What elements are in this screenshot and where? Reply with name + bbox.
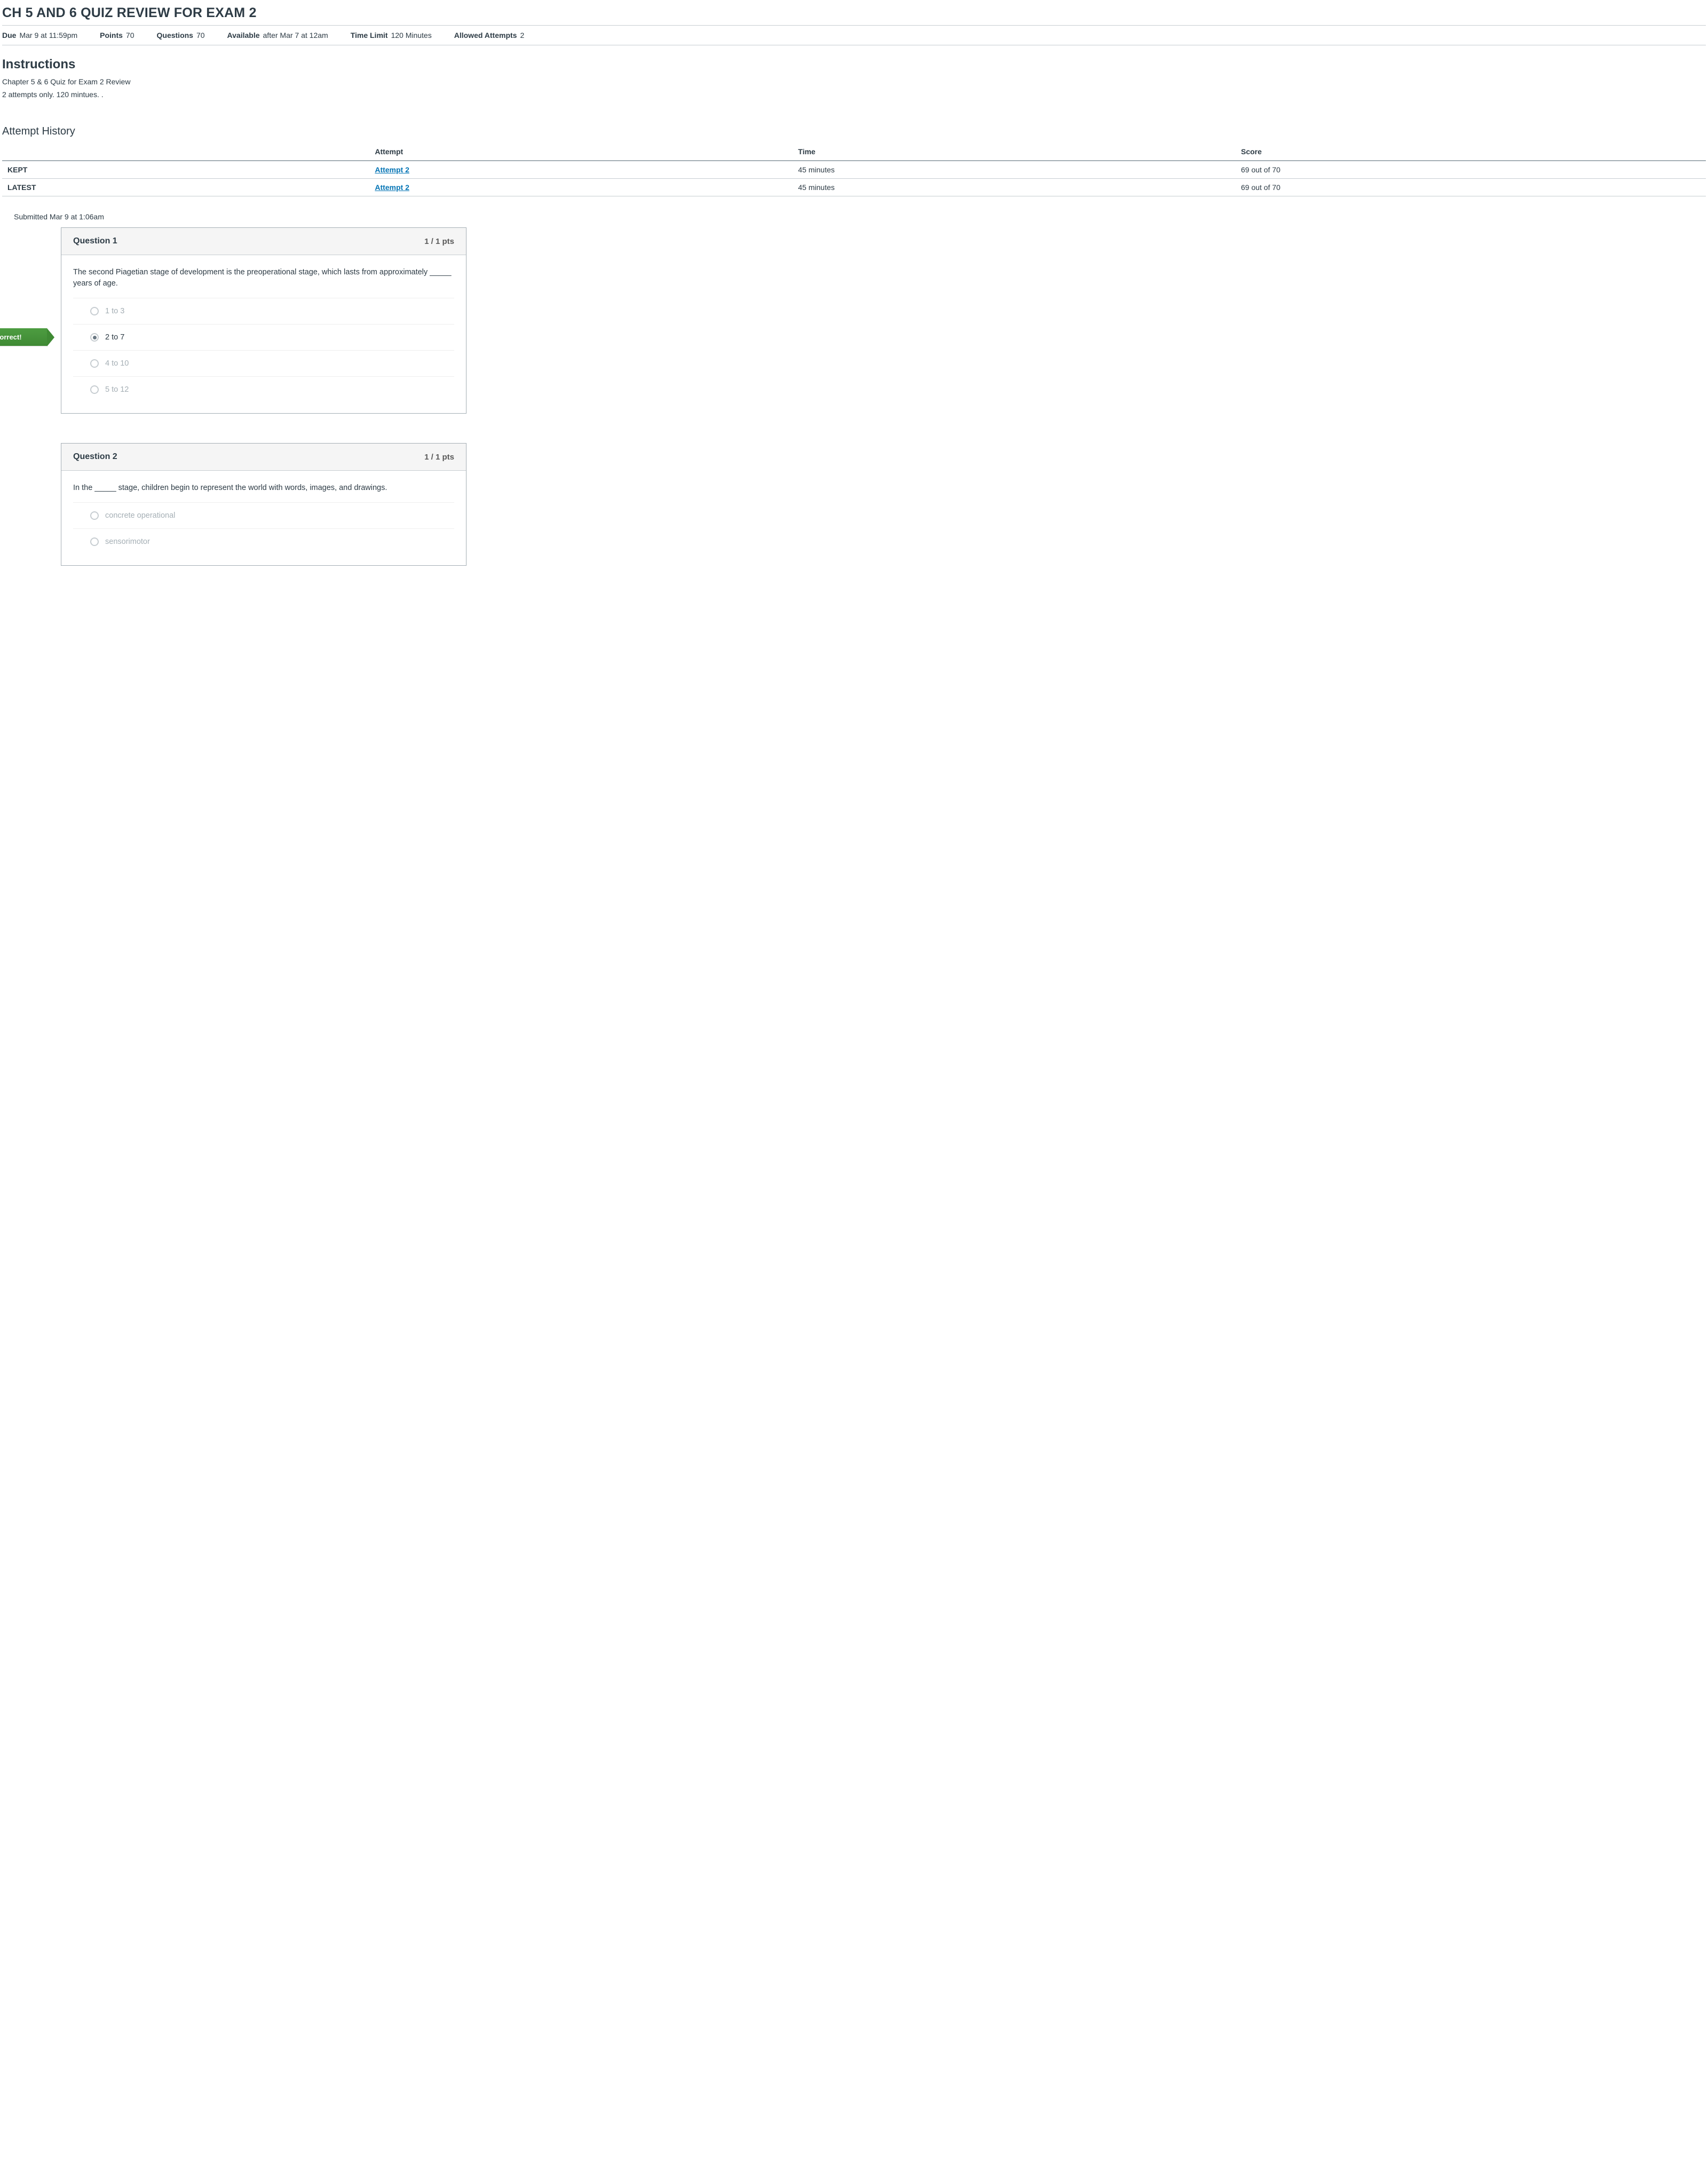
submitted-timestamp: Submitted Mar 9 at 1:06am	[14, 212, 1706, 221]
question-points: 1 / 1 pts	[424, 237, 454, 246]
meta-value: 70	[196, 31, 205, 39]
answer-text: sensorimotor	[105, 537, 150, 546]
table-row: LATEST Attempt 2 45 minutes69 out of 70	[2, 179, 1706, 196]
meta-item: Time Limit120 Minutes	[351, 31, 432, 39]
meta-label: Due	[2, 31, 16, 39]
radio-icon	[90, 359, 99, 368]
meta-value: 70	[126, 31, 135, 39]
history-column-header	[2, 143, 369, 161]
answer-list: 1 to 3 2 to 7 4 to 10 5 to 12	[73, 298, 454, 402]
meta-label: Available	[227, 31, 260, 39]
meta-value: Mar 9 at 11:59pm	[19, 31, 77, 39]
quiz-meta-bar: DueMar 9 at 11:59pmPoints70Questions70Av…	[2, 25, 1706, 45]
question-title: Question 1	[73, 236, 117, 246]
history-row-label: KEPT	[2, 161, 369, 179]
history-attempt-cell: Attempt 2	[369, 161, 793, 179]
question-text: The second Piagetian stage of developmen…	[73, 267, 454, 289]
question-wrapper: Question 2 1 / 1 pts In the _____ stage, c…	[61, 443, 466, 566]
history-attempt-cell: Attempt 2	[369, 179, 793, 196]
meta-item: Points70	[100, 31, 134, 39]
answer-option[interactable]: sensorimotor	[73, 528, 454, 555]
answer-text: 5 to 12	[105, 385, 129, 394]
table-row: KEPT Attempt 2 45 minutes69 out of 70	[2, 161, 1706, 179]
history-row-label: LATEST	[2, 179, 369, 196]
answer-list: concrete operational sensorimotor	[73, 502, 454, 555]
question-body: In the _____ stage, children begin to re…	[61, 471, 466, 565]
question-title: Question 2	[73, 452, 117, 462]
question-header: Question 2 1 / 1 pts	[61, 444, 466, 471]
meta-label: Points	[100, 31, 123, 39]
meta-value: 120 Minutes	[391, 31, 431, 39]
meta-item: Allowed Attempts2	[454, 31, 525, 39]
answer-option[interactable]: 4 to 10	[73, 350, 454, 376]
answer-text: concrete operational	[105, 511, 175, 520]
radio-icon	[90, 537, 99, 546]
question-wrapper: Correct!Question 11 / 1 ptsThe second Pi…	[61, 227, 466, 414]
instructions-heading: Instructions	[2, 57, 1706, 72]
meta-item: Questions70	[157, 31, 205, 39]
answer-option[interactable]: 2 to 7	[73, 324, 454, 350]
answer-text: 2 to 7	[105, 333, 124, 342]
question-body: The second Piagetian stage of developmen…	[61, 255, 466, 413]
page-title: CH 5 AND 6 QUIZ REVIEW FOR EXAM 2	[2, 5, 1706, 21]
meta-item: DueMar 9 at 11:59pm	[2, 31, 77, 39]
radio-icon	[90, 333, 99, 342]
correct-flag: Correct!	[0, 328, 47, 346]
history-score-cell: 69 out of 70	[1236, 161, 1706, 179]
attempt-history-heading: Attempt History	[2, 125, 1706, 138]
radio-icon	[90, 385, 99, 394]
instructions-text: Chapter 5 & 6 Quiz for Exam 2 Review	[2, 77, 1706, 86]
radio-icon	[90, 511, 99, 520]
question-text: In the _____ stage, children begin to re…	[73, 483, 454, 494]
answer-option[interactable]: 5 to 12	[73, 376, 454, 402]
question-header: Question 1 1 / 1 pts	[61, 228, 466, 255]
answer-option[interactable]: 1 to 3	[73, 298, 454, 324]
radio-icon	[90, 307, 99, 315]
answer-text: 4 to 10	[105, 359, 129, 368]
history-time-cell: 45 minutes	[793, 161, 1236, 179]
question-box: Question 2 1 / 1 pts In the _____ stage, c…	[61, 443, 466, 566]
instructions-text: 2 attempts only. 120 mintues. .	[2, 90, 1706, 99]
attempt-link[interactable]: Attempt 2	[375, 165, 409, 174]
history-column-header: Time	[793, 143, 1236, 161]
history-score-cell: 69 out of 70	[1236, 179, 1706, 196]
answer-option[interactable]: concrete operational	[73, 502, 454, 528]
attempt-link[interactable]: Attempt 2	[375, 183, 409, 192]
question-box: Question 1 1 / 1 pts The second Piagetian …	[61, 227, 466, 414]
question-points: 1 / 1 pts	[424, 453, 454, 462]
history-column-header: Attempt	[369, 143, 793, 161]
meta-label: Time Limit	[351, 31, 388, 39]
answer-text: 1 to 3	[105, 307, 124, 315]
meta-label: Questions	[157, 31, 193, 39]
attempt-history-table: AttemptTimeScore KEPT Attempt 2 45 minute…	[2, 143, 1706, 196]
meta-value: after Mar 7 at 12am	[263, 31, 328, 39]
meta-item: Availableafter Mar 7 at 12am	[227, 31, 328, 39]
meta-value: 2	[520, 31, 524, 39]
history-time-cell: 45 minutes	[793, 179, 1236, 196]
meta-label: Allowed Attempts	[454, 31, 517, 39]
history-column-header: Score	[1236, 143, 1706, 161]
